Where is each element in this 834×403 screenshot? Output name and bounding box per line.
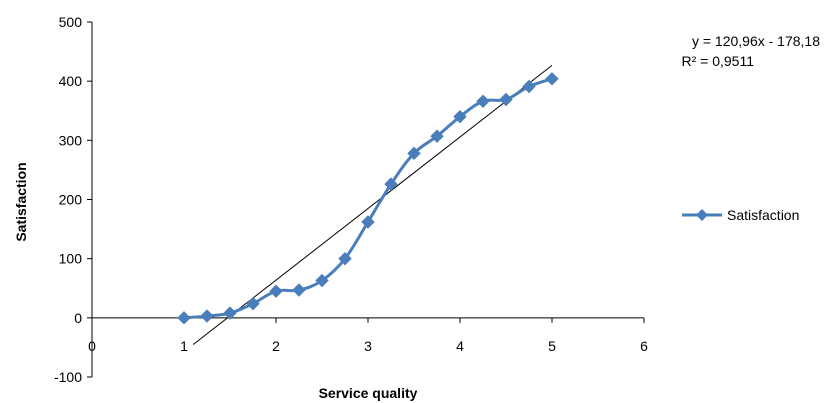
data-point-diamond <box>500 94 512 106</box>
y-tick-label: 0 <box>74 310 82 326</box>
x-tick-label: 5 <box>548 338 556 354</box>
x-tick-label: 4 <box>456 338 464 354</box>
legend: Satisfaction <box>682 207 799 223</box>
x-tick-label: 0 <box>88 338 96 354</box>
data-point-diamond <box>477 95 489 107</box>
x-tick-label: 1 <box>180 338 188 354</box>
y-tick-label: -100 <box>54 369 82 385</box>
trendline-r2: R² = 0,9511 <box>681 53 754 69</box>
legend-label: Satisfaction <box>727 207 799 223</box>
data-point-diamond <box>224 307 236 319</box>
y-axis-ticks: -100 0 100 200 300 400 500 <box>54 14 92 385</box>
axes <box>92 22 644 377</box>
series-line <box>184 79 552 318</box>
data-point-diamond <box>293 284 305 296</box>
data-point-diamond <box>247 298 259 310</box>
trendline-line <box>193 65 552 344</box>
x-tick-label: 6 <box>640 338 648 354</box>
y-tick-label: 400 <box>59 73 83 89</box>
series-group <box>178 73 558 324</box>
x-tick-label: 3 <box>364 338 372 354</box>
trendline-equation: y = 120,96x - 178,18 <box>692 33 820 49</box>
y-tick-label: 100 <box>59 251 83 267</box>
x-axis-title: Service quality <box>319 385 418 401</box>
data-point-diamond <box>201 310 213 322</box>
y-tick-label: 300 <box>59 132 83 148</box>
data-point-diamond <box>178 312 190 324</box>
y-tick-label: 500 <box>59 14 83 30</box>
y-axis-title: Satisfaction <box>13 162 29 241</box>
trendline-group <box>193 65 552 344</box>
legend-diamond-marker <box>696 209 708 221</box>
data-point-diamond <box>270 285 282 297</box>
x-axis-ticks: 0 1 2 3 4 5 6 <box>88 318 648 354</box>
y-tick-label: 200 <box>59 192 83 208</box>
data-point-diamond <box>523 80 535 92</box>
x-tick-label: 2 <box>272 338 280 354</box>
data-point-diamond <box>546 73 558 85</box>
